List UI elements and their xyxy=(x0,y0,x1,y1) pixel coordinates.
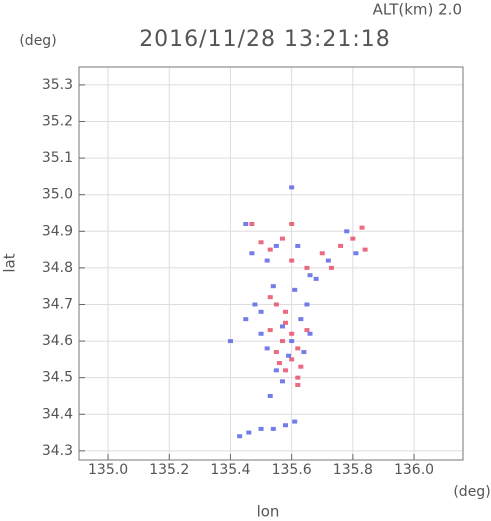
echo-point xyxy=(270,426,276,431)
echo-point xyxy=(279,339,285,344)
echo-point xyxy=(273,243,279,248)
echo-point xyxy=(270,284,276,289)
x-unit: (deg) xyxy=(453,484,490,500)
y-tick-label: 35.2 xyxy=(42,114,73,130)
echo-point xyxy=(307,273,313,278)
x-axis-label: lon xyxy=(257,503,280,521)
echo-point xyxy=(264,346,270,351)
x-tick-label: 135.8 xyxy=(333,462,373,478)
y-axis-label: lat xyxy=(1,253,19,272)
echo-point xyxy=(276,361,282,366)
echo-point xyxy=(295,243,301,248)
altitude-label: ALT(km) 2.0 xyxy=(373,1,462,19)
echo-point xyxy=(243,317,249,322)
echo-point xyxy=(304,302,310,307)
x-tick-label: 135.6 xyxy=(272,462,312,478)
echo-point xyxy=(264,258,270,263)
echo-point xyxy=(313,276,319,281)
echo-point xyxy=(362,247,368,252)
echo-point xyxy=(325,258,331,263)
x-tick-label: 135.4 xyxy=(210,462,250,478)
echo-point xyxy=(295,382,301,387)
echo-point xyxy=(267,328,273,333)
echo-point xyxy=(359,225,365,230)
echo-point xyxy=(344,229,350,234)
echo-point xyxy=(353,251,359,256)
y-tick-label: 35.0 xyxy=(42,187,73,203)
y-tick-label: 34.9 xyxy=(42,223,73,239)
echo-point xyxy=(328,265,334,270)
echo-point xyxy=(258,331,264,336)
echo-point xyxy=(267,393,273,398)
echo-point xyxy=(319,251,325,256)
echo-point xyxy=(298,317,304,322)
chart-title: 2016/11/28 13:21:18 xyxy=(139,27,391,52)
y-tick-label: 34.6 xyxy=(42,333,73,349)
echo-point xyxy=(283,368,289,373)
echo-point xyxy=(289,339,295,344)
echo-point xyxy=(304,265,310,270)
y-tick-label: 34.7 xyxy=(42,296,73,312)
echo-point xyxy=(267,247,273,252)
echo-point xyxy=(258,426,264,431)
echo-point xyxy=(237,434,243,439)
echo-point xyxy=(289,258,295,263)
echo-point xyxy=(227,339,233,344)
echo-point xyxy=(301,350,307,355)
plot-frame xyxy=(78,66,464,461)
echo-point xyxy=(350,236,356,241)
y-tick-label: 34.8 xyxy=(42,260,73,276)
y-tick-label: 34.3 xyxy=(42,443,73,459)
echo-point xyxy=(292,287,298,292)
echo-point xyxy=(283,320,289,325)
echo-point xyxy=(252,302,258,307)
echo-point xyxy=(273,302,279,307)
echo-point xyxy=(243,221,249,226)
y-tick-label: 35.3 xyxy=(42,77,73,93)
echo-point xyxy=(286,353,292,358)
echo-point xyxy=(338,243,344,248)
echo-point xyxy=(246,430,252,435)
echo-point xyxy=(249,221,255,226)
echo-point xyxy=(273,350,279,355)
echo-point xyxy=(289,221,295,226)
echo-point xyxy=(258,240,264,245)
echo-point xyxy=(307,331,313,336)
echo-point xyxy=(298,364,304,369)
echo-point xyxy=(279,236,285,241)
y-tick-label: 34.4 xyxy=(42,406,73,422)
echo-point xyxy=(295,346,301,351)
echo-point xyxy=(289,331,295,336)
echo-point xyxy=(273,368,279,373)
echo-point xyxy=(292,419,298,424)
y-tick-label: 35.1 xyxy=(42,150,73,166)
y-tick-label: 34.5 xyxy=(42,370,73,386)
echo-point xyxy=(304,328,310,333)
echo-point xyxy=(249,251,255,256)
echo-point xyxy=(267,295,273,300)
echo-point xyxy=(279,379,285,384)
echo-point xyxy=(283,423,289,428)
echo-point xyxy=(279,324,285,329)
y-unit: (deg) xyxy=(19,33,56,49)
x-tick-label: 135.0 xyxy=(88,462,128,478)
echo-point xyxy=(295,375,301,380)
echo-point xyxy=(289,357,295,362)
echo-point xyxy=(258,309,264,314)
x-tick-label: 135.2 xyxy=(149,462,189,478)
echo-point xyxy=(283,309,289,314)
echo-point xyxy=(289,185,295,190)
x-tick-label: 136.0 xyxy=(394,462,434,478)
